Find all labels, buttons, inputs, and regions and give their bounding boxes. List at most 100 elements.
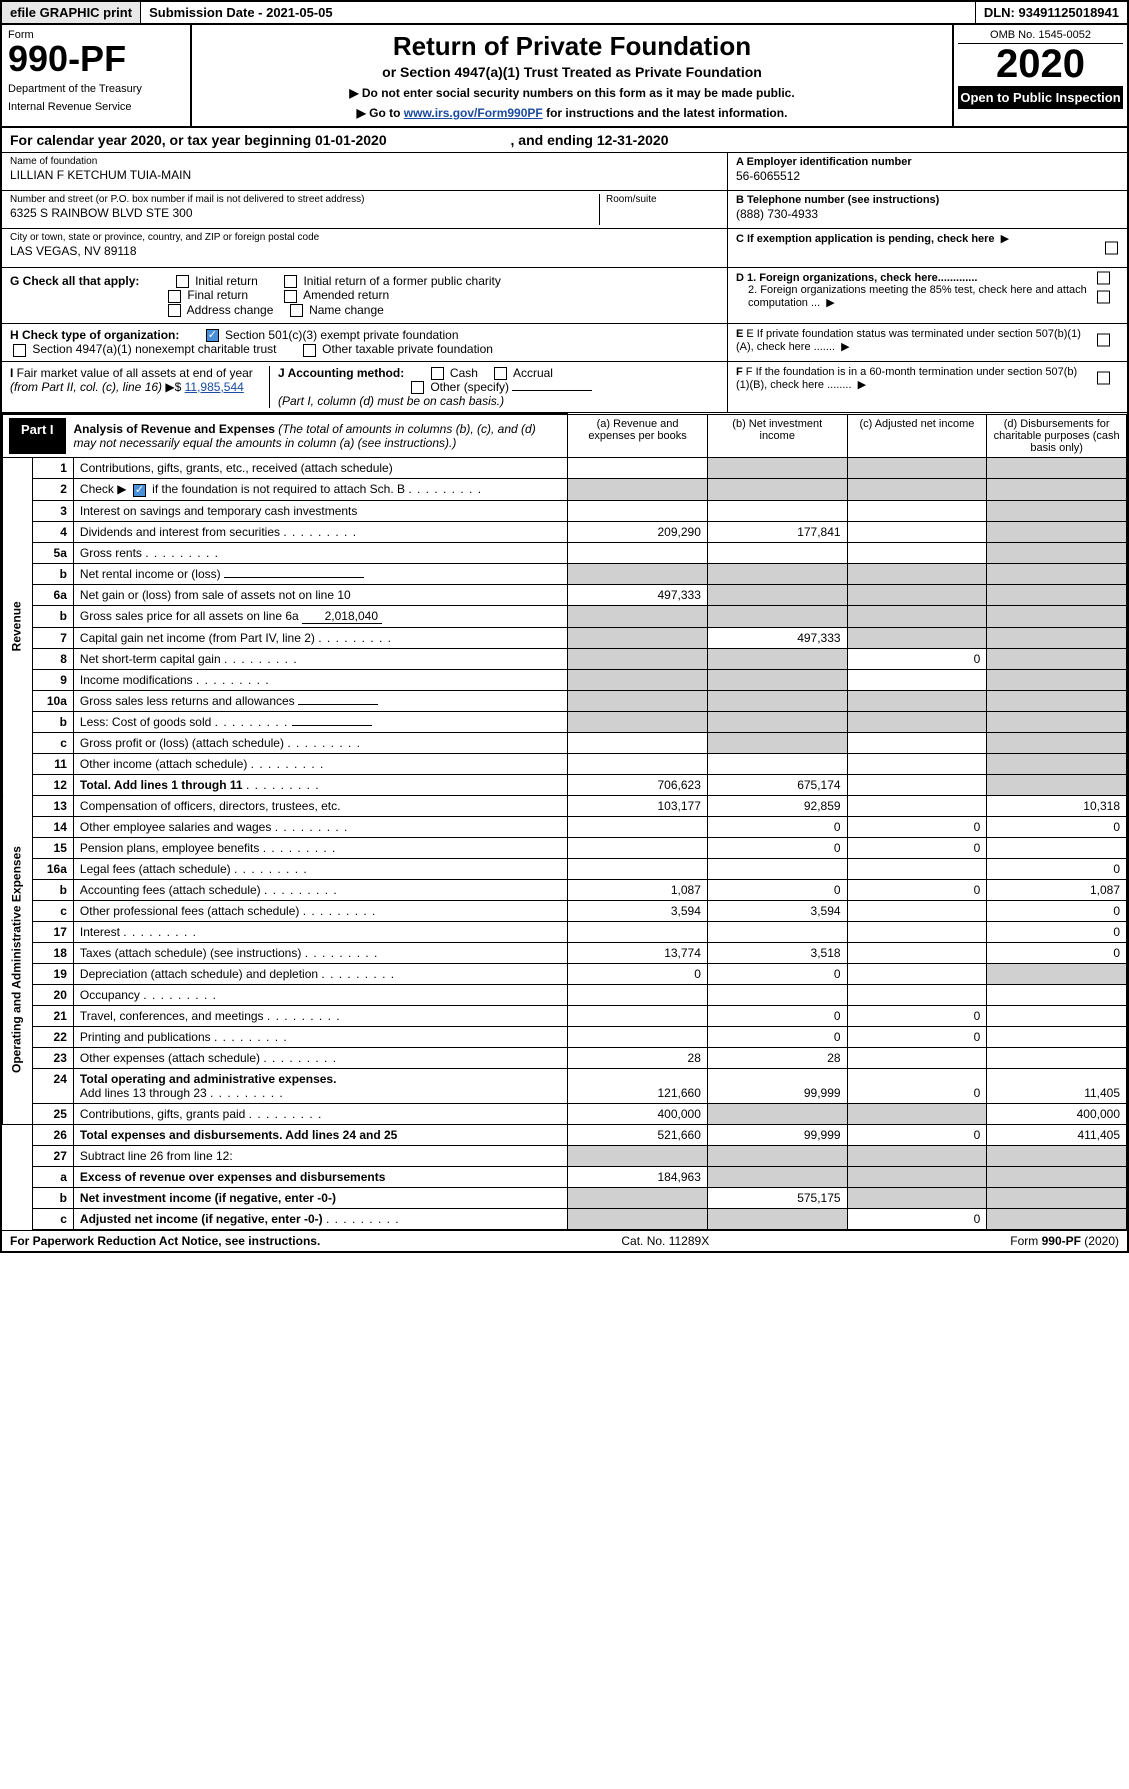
tel-label: B Telephone number (see instructions) xyxy=(736,194,1119,206)
h-other-checkbox[interactable] xyxy=(303,344,316,357)
amt: 0 xyxy=(707,1026,847,1047)
dept-irs: Internal Revenue Service xyxy=(8,101,184,113)
line-desc: Subtract line 26 from line 12: xyxy=(73,1145,567,1166)
submission-date: Submission Date - 2021-05-05 xyxy=(141,2,976,23)
e-checkbox[interactable] xyxy=(1097,334,1110,347)
amt: 1,087 xyxy=(987,879,1127,900)
form-subtitle: or Section 4947(a)(1) Trust Treated as P… xyxy=(202,64,942,80)
cal-end: 12-31-2020 xyxy=(597,132,669,148)
irs-link[interactable]: www.irs.gov/Form990PF xyxy=(404,106,543,120)
amt: 13,774 xyxy=(568,942,708,963)
line-num: 7 xyxy=(33,627,74,648)
gross-sales-less-input[interactable] xyxy=(298,704,378,705)
j-accrual-checkbox[interactable] xyxy=(494,367,507,380)
line-num: 22 xyxy=(33,1026,74,1047)
j-note: (Part I, column (d) must be on cash basi… xyxy=(278,394,504,408)
arrow-icon: ▶ xyxy=(858,378,866,391)
tax-year: 2020 xyxy=(958,44,1123,84)
amt: 0 xyxy=(987,900,1127,921)
line-num: b xyxy=(33,563,74,584)
rental-input[interactable] xyxy=(224,577,364,578)
amt: 177,841 xyxy=(707,521,847,542)
dept-treasury: Department of the Treasury xyxy=(8,83,184,95)
line-num: c xyxy=(33,900,74,921)
amt: 0 xyxy=(707,1005,847,1026)
line-desc: Accounting fees (attach schedule) xyxy=(73,879,567,900)
form-number: 990-PF xyxy=(8,41,184,77)
g-address-checkbox[interactable] xyxy=(168,304,181,317)
line-desc: Interest on savings and temporary cash i… xyxy=(73,500,567,521)
line-num: 18 xyxy=(33,942,74,963)
c-checkbox[interactable] xyxy=(1105,242,1118,255)
line-num: 13 xyxy=(33,795,74,816)
amt: 0 xyxy=(847,816,987,837)
expenses-side-label: Operating and Administrative Expenses xyxy=(3,795,33,1124)
city-state-zip: LAS VEGAS, NV 89118 xyxy=(10,244,719,258)
d1-checkbox[interactable] xyxy=(1097,272,1110,285)
instr-pre: ▶ Go to xyxy=(357,106,404,120)
amt: 0 xyxy=(987,816,1127,837)
g-amended-checkbox[interactable] xyxy=(284,290,297,303)
g-initial-former-checkbox[interactable] xyxy=(284,275,297,288)
cogs-input[interactable] xyxy=(292,725,372,726)
g-initial-checkbox[interactable] xyxy=(176,275,189,288)
amt: 706,623 xyxy=(568,774,708,795)
j-cash-checkbox[interactable] xyxy=(431,367,444,380)
line-desc: Gross profit or (loss) (attach schedule) xyxy=(73,732,567,753)
footer-paperwork: For Paperwork Reduction Act Notice, see … xyxy=(10,1234,320,1248)
h-501c3-checkbox[interactable] xyxy=(206,329,219,342)
revenue-side-label: Revenue xyxy=(3,458,33,795)
line-num: 5a xyxy=(33,542,74,563)
line-num: 2 xyxy=(33,479,74,500)
amt: 11,405 xyxy=(987,1068,1127,1103)
line-num: 12 xyxy=(33,774,74,795)
e-label: E If private foundation status was termi… xyxy=(736,328,1081,353)
h-4947-checkbox[interactable] xyxy=(13,344,26,357)
line-num: 6a xyxy=(33,584,74,605)
line-num: 20 xyxy=(33,984,74,1005)
line-desc: Legal fees (attach schedule) xyxy=(73,858,567,879)
line-desc: Pension plans, employee benefits xyxy=(73,837,567,858)
footer-catno: Cat. No. 11289X xyxy=(621,1234,709,1248)
addr-label: Number and street (or P.O. box number if… xyxy=(10,194,599,205)
line-desc: Contributions, gifts, grants paid xyxy=(73,1103,567,1124)
amt: 99,999 xyxy=(707,1124,847,1145)
schb-checkbox[interactable] xyxy=(133,484,146,497)
gross-sales-input: 2,018,040 xyxy=(302,609,382,624)
g-final-checkbox[interactable] xyxy=(168,290,181,303)
g-opt-initial: Initial return xyxy=(195,274,258,288)
dln: DLN: 93491125018941 xyxy=(976,2,1127,23)
line-num: 16a xyxy=(33,858,74,879)
amt: 10,318 xyxy=(987,795,1127,816)
h-opt2: Section 4947(a)(1) nonexempt charitable … xyxy=(32,342,276,356)
amt: 400,000 xyxy=(987,1103,1127,1124)
line-desc: Less: Cost of goods sold xyxy=(73,711,567,732)
instr-ssn: ▶ Do not enter social security numbers o… xyxy=(202,86,942,100)
line-num: 27 xyxy=(33,1145,74,1166)
h-label: H Check type of organization: xyxy=(10,328,179,342)
d2-checkbox[interactable] xyxy=(1097,290,1110,303)
footer-form: Form 990-PF (2020) xyxy=(1010,1234,1119,1248)
f-checkbox[interactable] xyxy=(1097,372,1110,385)
col-b-header: (b) Net investment income xyxy=(707,414,847,458)
line-desc: Travel, conferences, and meetings xyxy=(73,1005,567,1026)
amt: 28 xyxy=(707,1047,847,1068)
amt: 28 xyxy=(568,1047,708,1068)
h-section: H Check type of organization: Section 50… xyxy=(2,324,727,361)
line-desc: Total. Add lines 1 through 11 xyxy=(73,774,567,795)
h-opt1: Section 501(c)(3) exempt private foundat… xyxy=(225,328,458,342)
efile-label: efile GRAPHIC print xyxy=(2,2,141,23)
city-label: City or town, state or province, country… xyxy=(10,232,719,243)
fmv-link[interactable]: 11,985,544 xyxy=(185,380,244,394)
g-name-checkbox[interactable] xyxy=(290,304,303,317)
j-other-input[interactable] xyxy=(512,390,592,391)
amt: 521,660 xyxy=(568,1124,708,1145)
j-other-checkbox[interactable] xyxy=(411,381,424,394)
calendar-year-row: For calendar year 2020, or tax year begi… xyxy=(2,128,1127,153)
g-opt-address: Address change xyxy=(187,303,274,317)
line-desc: Other employee salaries and wages xyxy=(73,816,567,837)
j-section: J Accounting method: Cash Accrual Other … xyxy=(270,366,719,409)
line-num: 23 xyxy=(33,1047,74,1068)
j-accrual: Accrual xyxy=(513,366,553,380)
cal-mid: , and ending xyxy=(507,132,597,148)
